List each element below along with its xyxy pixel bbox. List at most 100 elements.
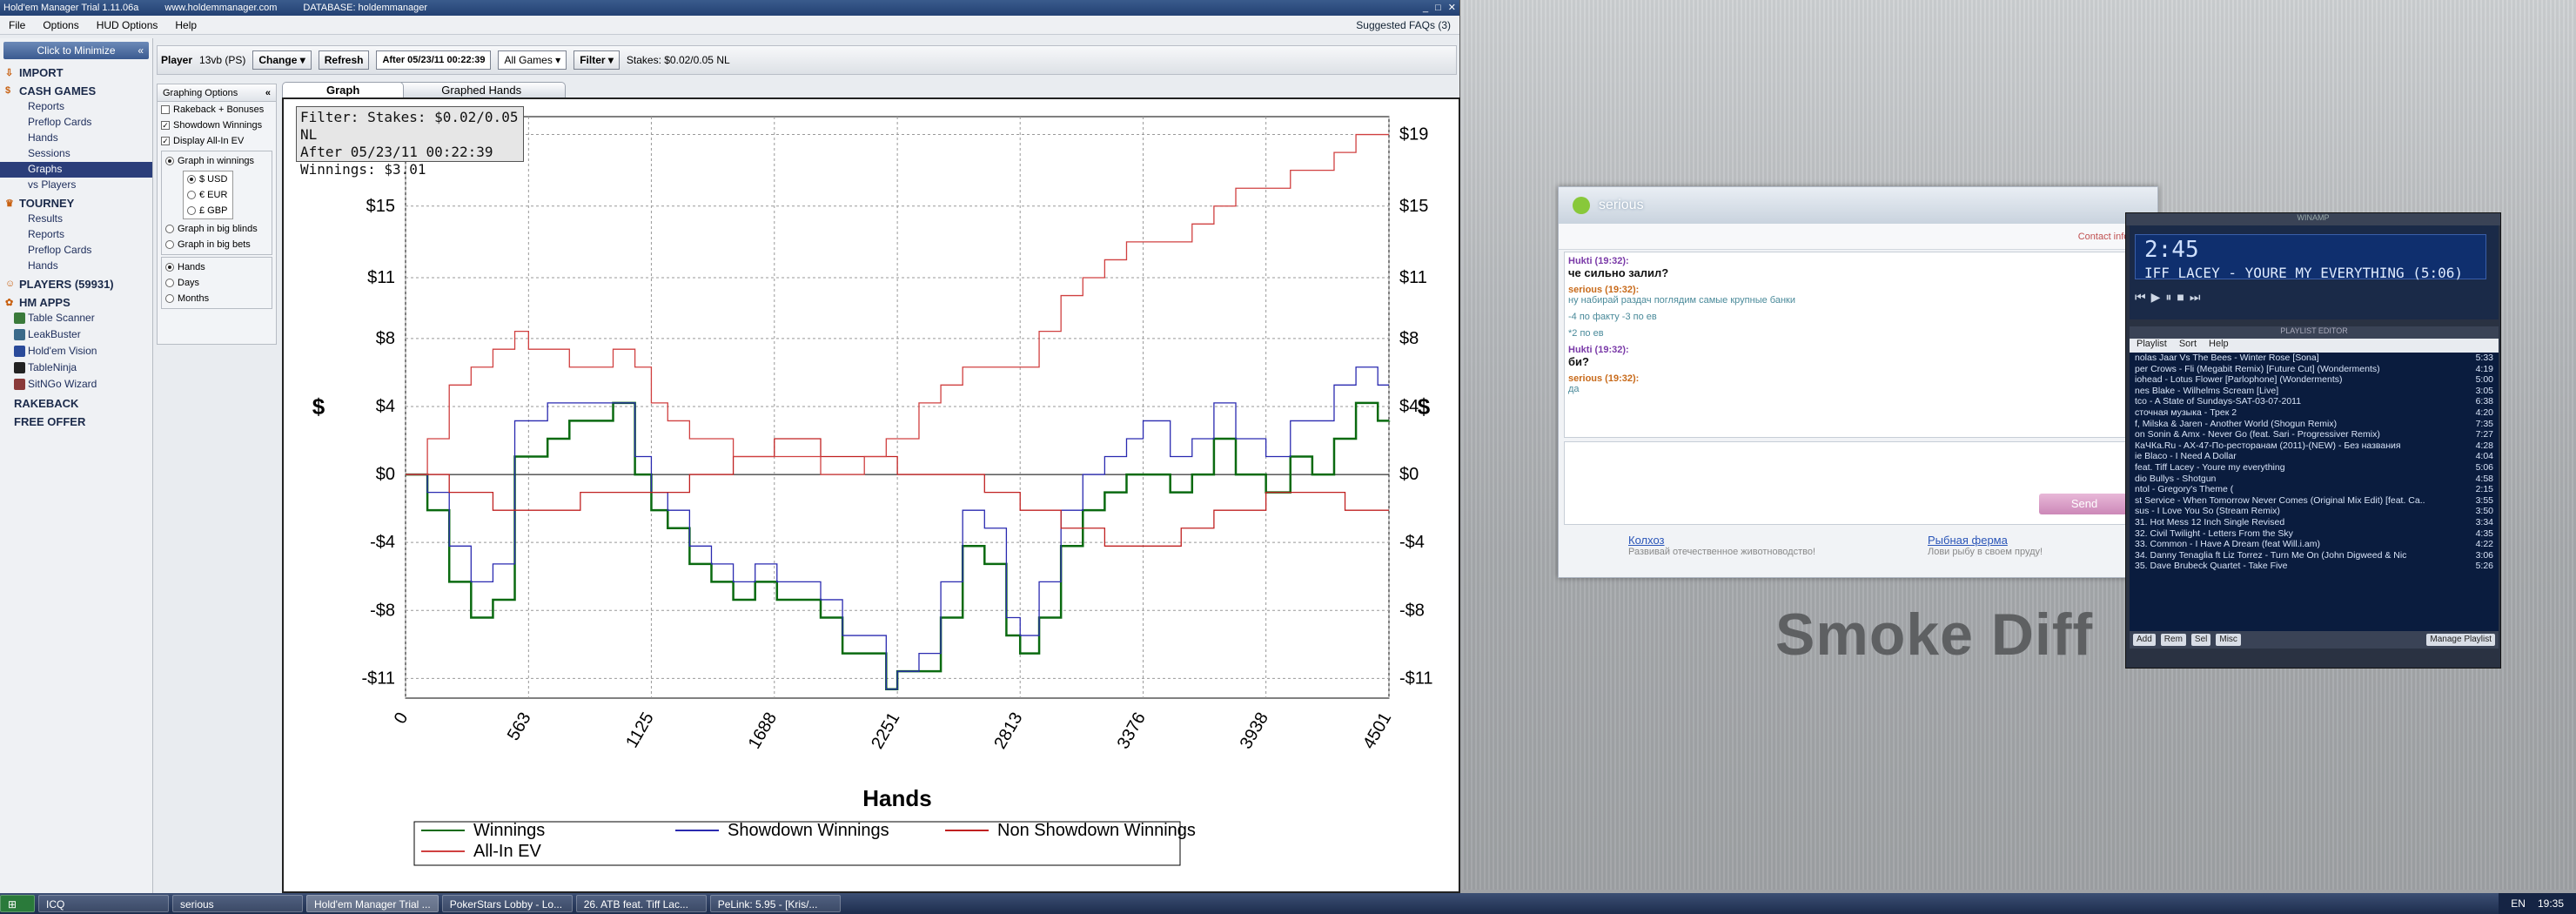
playlist-item[interactable]: nolas Jaar Vs The Bees - Winter Rose [So…	[2130, 353, 2499, 364]
sidebar-item-t-preflop[interactable]: Preflop Cards	[28, 244, 92, 256]
play-icon[interactable]: ▶	[2150, 290, 2161, 304]
currency-gbp-radio[interactable]: £ GBP	[184, 203, 232, 218]
sidebar-item-hands[interactable]: Hands	[28, 131, 58, 144]
showdown-checkbox[interactable]: ✓ Showdown Winnings	[161, 120, 263, 131]
sidebar-cash-games[interactable]: $ CASH GAMES	[5, 84, 97, 97]
ad-kolkhoz[interactable]: Колхоз Развивай отечественное животноводс…	[1628, 534, 1816, 557]
sidebar-item-graphs[interactable]: Graphs	[0, 162, 152, 178]
suggested-faqs[interactable]: Suggested FAQs (3)	[1356, 18, 1451, 31]
sidebar-item-preflop-cards[interactable]: Preflop Cards	[28, 116, 92, 128]
menu-help[interactable]: Help	[175, 18, 198, 31]
pl-manage-button[interactable]: Manage Playlist	[2426, 634, 2495, 646]
sidebar-item-sessions[interactable]: Sessions	[28, 147, 70, 159]
currency-usd-radio[interactable]: $ USD	[184, 171, 232, 187]
stop-icon[interactable]: ■	[2177, 290, 2184, 304]
next-icon[interactable]: ⏭	[2189, 290, 2201, 304]
playlist-item[interactable]: 31. Hot Mess 12 Inch Single Revised 3:34	[2130, 517, 2499, 528]
sidebar-hm-apps[interactable]: ✿ HM APPS	[5, 296, 70, 309]
sidebar-item-reports[interactable]: Reports	[28, 100, 65, 112]
sidebar-free-offer[interactable]: FREE OFFER	[14, 415, 86, 428]
pl-rem-button[interactable]: Rem	[2160, 634, 2186, 646]
playlist-item[interactable]: f, Milska & Jaren - Another World (Shogu…	[2130, 419, 2499, 430]
currency-eur-radio[interactable]: € EUR	[184, 187, 232, 203]
playlist-menu-playlist[interactable]: Playlist	[2137, 339, 2167, 349]
refresh-button[interactable]: Refresh	[318, 50, 370, 70]
taskbar-item-winamp[interactable]: 26. ATB feat. Tiff Lac...	[575, 895, 707, 912]
playlist-item[interactable]: per Crows - Fli (Megabit Remix) [Future …	[2130, 364, 2499, 375]
start-button[interactable]: ⊞	[0, 895, 35, 912]
playlist-item[interactable]: tco - A State of Sundays-SAT-03-07-2011 6…	[2130, 396, 2499, 407]
track-title: iohead - Lotus Flower [Parlophone] (Wond…	[2135, 374, 2343, 386]
playlist-item[interactable]: 33. Common - I Have A Dream (feat Will.i…	[2130, 539, 2499, 550]
playlist-item[interactable]: iohead - Lotus Flower [Parlophone] (Wond…	[2130, 374, 2499, 386]
x-months-radio[interactable]: Months	[162, 291, 272, 306]
playlist-menu-help[interactable]: Help	[2209, 339, 2229, 349]
graph-info-box: Filter: Stakes: $0.02/0.05 NL After 05/2…	[296, 106, 524, 178]
taskbar-item-serious[interactable]: serious	[172, 895, 303, 912]
sidebar-item-t-reports[interactable]: Reports	[28, 228, 65, 240]
playlist-item[interactable]: ntol - Gregory's Theme (2:15	[2130, 484, 2499, 495]
app-holdem-vision[interactable]: Hold'em Vision	[0, 344, 152, 360]
import-icon: ⇩	[5, 68, 14, 78]
playlist-item[interactable]: КаЧКа.Ru - AX-47-По-ресторанам (2011)-(N…	[2130, 440, 2499, 452]
games-select[interactable]: All Games ▾	[498, 50, 567, 70]
collapse-icon[interactable]: «	[265, 88, 271, 98]
playlist-item[interactable]: 32. Civil Twilight - Letters From the Sk…	[2130, 528, 2499, 540]
taskbar-item-hm[interactable]: Hold'em Manager Trial ...	[306, 895, 439, 912]
playlist-item[interactable]: 34. Danny Tenaglia ft Liz Torrez - Turn …	[2130, 550, 2499, 561]
pl-misc-button[interactable]: Misc	[2216, 634, 2241, 646]
x-hands-radio[interactable]: Hands	[162, 259, 272, 275]
date-filter-button[interactable]: After 05/23/11 00:22:39	[376, 50, 492, 70]
playlist-item[interactable]: st Service - When Tomorrow Never Comes (…	[2130, 495, 2499, 507]
menu-file[interactable]: File	[9, 18, 26, 31]
sidebar-tourney[interactable]: ♛ TOURNEY	[5, 197, 75, 210]
playlist-item[interactable]: dio Bullys - Shotgun 4:58	[2130, 474, 2499, 485]
maximize-icon[interactable]: □	[1435, 3, 1441, 13]
graph-in-bets-radio[interactable]: Graph in big bets	[162, 237, 272, 252]
app-leakbuster[interactable]: LeakBuster	[0, 327, 152, 344]
sidebar-import[interactable]: ⇩ IMPORT	[5, 66, 64, 79]
taskbar-item-pelink[interactable]: PeLink: 5.95 - [Kris/...	[709, 895, 841, 912]
pl-add-button[interactable]: Add	[2133, 634, 2156, 646]
rakeback-checkbox[interactable]: Rakeback + Bonuses	[158, 102, 276, 118]
icq-send-button[interactable]: Send	[2039, 494, 2130, 514]
playlist-menu-sort[interactable]: Sort	[2178, 339, 2197, 349]
menu-options[interactable]: Options	[43, 18, 79, 31]
close-icon[interactable]: ✕	[1447, 3, 1456, 13]
playlist-item[interactable]: on Sonin & Amx - Never Go (feat. Sari - …	[2130, 429, 2499, 440]
app-sitngo-wizard[interactable]: SitNGo Wizard	[0, 377, 152, 393]
playlist-item[interactable]: sus - I Love You So (Stream Remix) 3:50	[2130, 506, 2499, 517]
pl-sel-button[interactable]: Sel	[2190, 634, 2211, 646]
change-player-button[interactable]: Change ▾	[252, 50, 312, 70]
sidebar-item-t-hands[interactable]: Hands	[28, 259, 58, 272]
x-days-radio[interactable]: Days	[162, 275, 272, 291]
sidebar-players[interactable]: ☺ PLAYERS (59931)	[5, 278, 114, 291]
sidebar-item-vs-players[interactable]: vs Players	[28, 178, 77, 191]
taskbar-item-pokerstars[interactable]: PokerStars Lobby - Lo...	[441, 895, 573, 912]
language-indicator[interactable]: EN	[2511, 897, 2526, 910]
track-duration: 3:06	[2475, 549, 2493, 561]
prev-icon[interactable]: ⏮	[2135, 290, 2146, 304]
pause-icon[interactable]: ⏸	[2165, 290, 2172, 304]
taskbar-item-icq[interactable]: ICQ	[38, 895, 169, 912]
playlist-item[interactable]: feat. Tiff Lacey - Youre my everything 5:…	[2130, 462, 2499, 474]
minimize-sidebar-button[interactable]: Click to Minimize «	[3, 42, 149, 59]
playlist-item[interactable]: сточная музыка - Трек 2 4:20	[2130, 407, 2499, 419]
tab-graphed-hands[interactable]: Graphed Hands	[397, 82, 567, 97]
minimize-icon[interactable]: _	[1423, 3, 1429, 13]
sidebar-rakeback[interactable]: RAKEBACK	[14, 397, 79, 410]
menu-hud-options[interactable]: HUD Options	[96, 18, 158, 31]
filter-button[interactable]: Filter ▾	[574, 50, 620, 70]
allin-ev-checkbox[interactable]: ✓ Display All-In EV	[161, 136, 245, 146]
graph-in-winnings-radio[interactable]: Graph in winnings	[162, 153, 272, 169]
playlist-item[interactable]: nes Blake - Wilhelms Scream [Live] 3:05	[2130, 386, 2499, 397]
ad-fish-farm[interactable]: Рыбная ферма Лови рыбу в своем пруду!	[1928, 534, 2043, 557]
app-table-scanner[interactable]: Table Scanner	[0, 311, 152, 327]
playlist-item[interactable]: 35. Dave Brubeck Quartet - Take Five 5:26	[2130, 561, 2499, 572]
sidebar-item-results[interactable]: Results	[28, 212, 64, 225]
tab-graph[interactable]: Graph	[282, 82, 405, 97]
app-tableninja[interactable]: TableNinja	[0, 360, 152, 377]
graph-in-bb-radio[interactable]: Graph in big blinds	[162, 221, 272, 237]
holdem-manager-window: Hold'em Manager Trial 1.11.06a www.holde…	[0, 0, 1460, 893]
playlist-item[interactable]: ie Blaco - I Need A Dollar 4:04	[2130, 451, 2499, 462]
